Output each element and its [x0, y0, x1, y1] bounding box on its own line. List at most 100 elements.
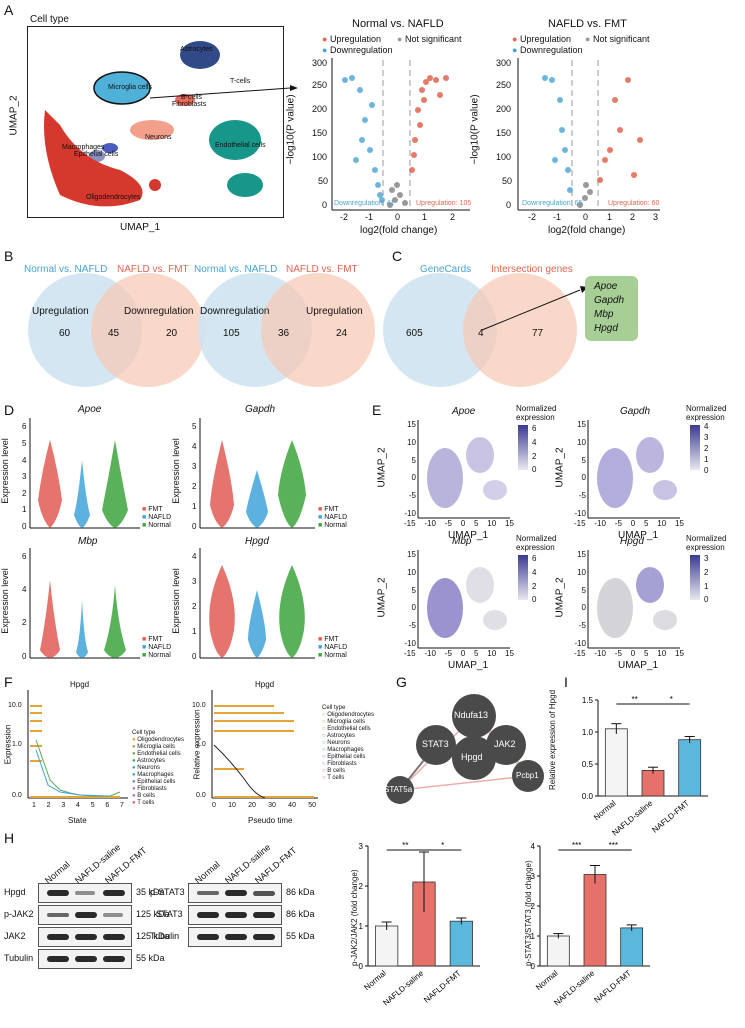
xtick: 5 — [90, 802, 95, 809]
ytick: 15 — [577, 550, 586, 559]
panel-label-c: C — [392, 248, 403, 264]
violin-mbp-ytick-2: 2 — [22, 618, 27, 627]
blot2-kda-pstat3: 86 kDa — [286, 887, 315, 897]
legend-item: Endothelial cells — [137, 751, 181, 757]
feature-legend-title-apoe: Normalized expression — [516, 404, 557, 422]
H2-category-label-1: NAFLD-saline — [552, 968, 596, 1007]
volcano2-legend-up-text: Upregulation — [519, 34, 571, 44]
ytick: 15 — [407, 420, 416, 429]
volcano1-xtick-m2: -2 — [340, 212, 349, 222]
volcano2-xtick-0: 0 — [583, 212, 589, 222]
volcano2-title: NAFLD vs. FMT — [548, 18, 627, 30]
legend-item: Microglia cells — [327, 719, 365, 725]
xtick: 10 — [657, 649, 667, 658]
panel-label-f: F — [4, 674, 13, 690]
feature-legend-title-hpgd: Normalized expression — [686, 534, 727, 552]
volcano2-ytick-200: 200 — [496, 104, 512, 114]
venn-c-left-title: GeneCards — [420, 264, 472, 275]
trajectory2-legend: Cell type ○ Oligodendrocytes ○ Microglia… — [322, 705, 374, 781]
volcano2-xtick-1: 1 — [607, 212, 613, 222]
ppi-node-jak2: JAK2 — [494, 739, 516, 749]
violin-legend-normal: Normal — [324, 522, 347, 529]
ppi-node-hpgd: Hpgd — [461, 752, 483, 762]
ytick: 5 — [581, 455, 586, 465]
ytick: 15 — [407, 550, 416, 559]
volcano1-ytick-50: 50 — [318, 176, 329, 186]
H2-ytick-label: 1 — [531, 932, 536, 941]
trajectory1-legend: Cell type ● Oligodendrocytes ● Microglia… — [132, 730, 184, 806]
volcano2-up-count: Upregulation: 60 — [608, 200, 660, 207]
feature-title-apoe: Apoe — [452, 406, 476, 417]
volcano2-xtick-m2: -2 — [528, 212, 537, 222]
blot1-hpgd — [38, 883, 132, 903]
volcano2-legend-ns: ● Not significant — [585, 34, 650, 44]
legend-item: Macrophages — [137, 772, 174, 778]
venn2-left-label: Downregulation — [200, 306, 270, 317]
ppi-node-ndufa13: Ndufa13 — [454, 710, 489, 720]
feature-title-mbp: Mbp — [452, 536, 472, 547]
ytick: 10 — [407, 567, 416, 577]
umap-label-endothelial: Endothelial cells — [215, 142, 266, 149]
trajectory1-title: Hpgd — [70, 680, 90, 689]
legend-item: Fibroblasts — [137, 786, 167, 792]
xtick: 6 — [105, 802, 110, 809]
umap-label-b-cells: B-cells — [181, 94, 203, 101]
blot2-kda-tubulin: 55 kDa — [286, 931, 315, 941]
volcano2-xtick-2: 2 — [630, 212, 636, 222]
blot1-row-tubulin: Tubulin — [4, 953, 34, 963]
legend-item: Microglia cells — [137, 744, 175, 750]
volcano1-xtick-m1: -1 — [365, 212, 374, 222]
trajectory1-legend-title: Cell type — [132, 730, 156, 736]
volcano2-legend-down-text: Downregulation — [519, 45, 583, 55]
violin-legend-fmt: FMT — [324, 506, 339, 513]
violin-apoe-ytick-4: 4 — [22, 456, 27, 465]
H2-category-label-2: NAFLD-FMT — [592, 969, 633, 1005]
feature-yticks-apoe: 15 10 5 0 -5 -10 — [402, 420, 416, 518]
xtick: 15 — [505, 649, 514, 658]
volcano2-legend-down: ● Downregulation — [512, 45, 583, 55]
xtick: -10 — [594, 519, 606, 528]
xtick: 0 — [460, 519, 466, 528]
legend-item: Neurons — [327, 740, 350, 746]
volcano2-legend-up: ● Upregulation — [512, 34, 571, 44]
panel-label-i: I — [564, 674, 568, 690]
violin-title-mbp: Mbp — [78, 536, 98, 547]
feature-title-hpgd: Hpgd — [620, 536, 644, 547]
volcano2-ytick-50: 50 — [502, 176, 513, 186]
trajectory2-xlabel: Pseudo time — [248, 816, 293, 825]
violin-legend-normal: Normal — [148, 652, 171, 659]
ytick: -5 — [408, 491, 416, 501]
blot2-row-pstat3: p-STAT3 — [150, 887, 185, 897]
ytick: 15 — [577, 420, 586, 429]
ytick: -5 — [578, 621, 586, 631]
feature-scale-mbp-2: 2 — [532, 582, 537, 591]
xtick: 50 — [308, 802, 316, 809]
feature-xticks-apoe: -15 -10 -5 0 5 10 15 — [404, 519, 514, 528]
feature-scale-gapdh-3: 3 — [704, 433, 709, 442]
xtick: 20 — [248, 802, 256, 809]
xtick: -15 — [574, 649, 586, 658]
H2-ytick-label: 2 — [531, 902, 536, 911]
xtick: 10 — [487, 519, 497, 528]
volcano2-xtick-3: 3 — [653, 212, 659, 222]
volcano1-xtick-0: 0 — [395, 212, 401, 222]
legend-item: Epithelial cells — [137, 779, 176, 785]
violin-apoe-ytick-2: 2 — [22, 489, 27, 498]
trajectory1-xticks: 1 2 3 4 5 6 7 — [32, 802, 124, 809]
I-ytick-label: 0.0 — [582, 792, 594, 801]
xtick: 0 — [212, 802, 216, 809]
feature-scale-apoe-0: 0 — [532, 465, 537, 474]
H2-sig-label-1: *** — [609, 841, 618, 850]
xtick: 10 — [657, 519, 667, 528]
xtick: 15 — [675, 649, 684, 658]
ytick: 5 — [581, 585, 586, 595]
I-ytick-label: 1.5 — [582, 696, 594, 705]
panel-label-g: G — [396, 674, 407, 690]
H2-bar-2 — [620, 927, 644, 967]
venn2-right-count: 24 — [336, 328, 348, 339]
violin-hpgd-ytick-3: 3 — [192, 577, 197, 586]
venn1-left-label: Upregulation — [32, 306, 89, 317]
